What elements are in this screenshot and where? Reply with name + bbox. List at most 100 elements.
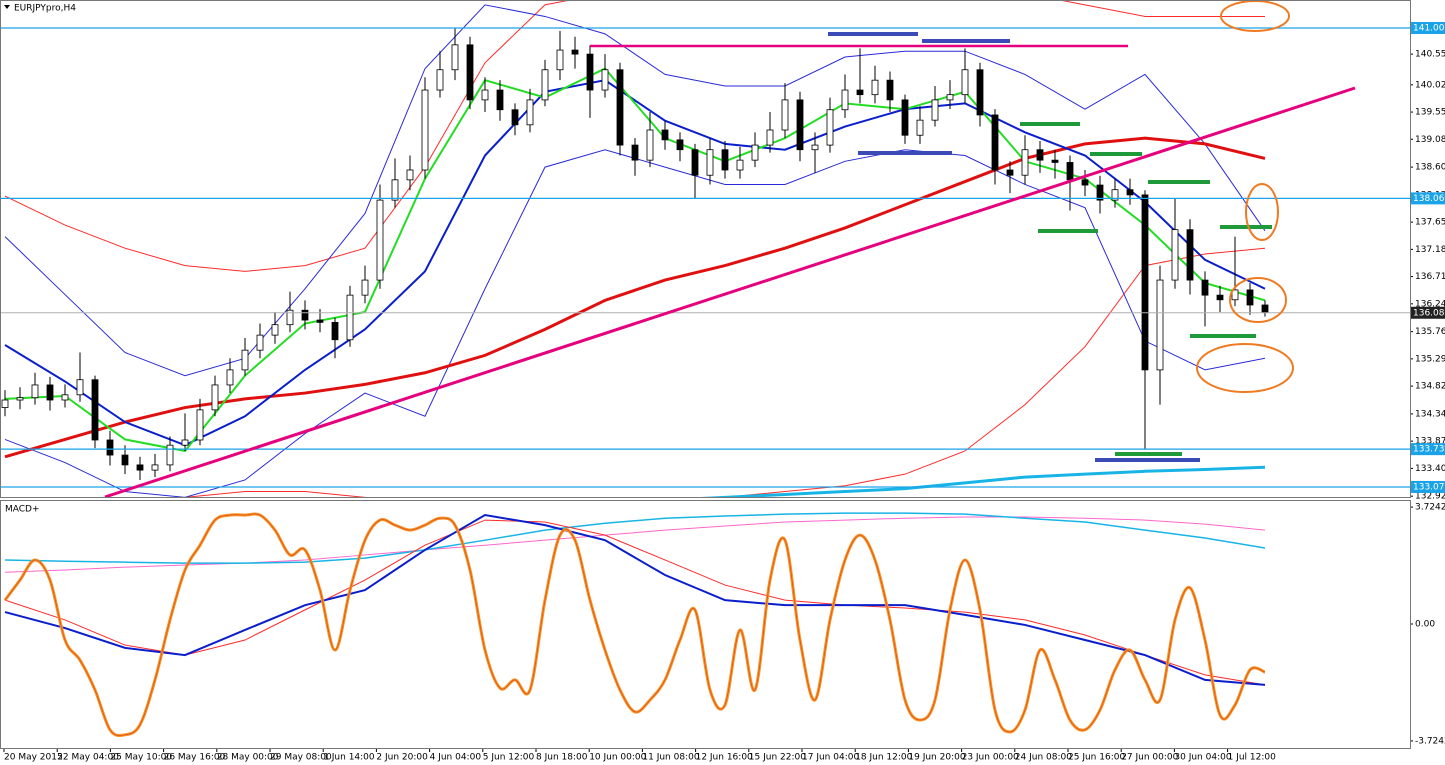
y-tick-label: 133.400 (1415, 464, 1445, 474)
y-tick-label: 136.240 (1415, 299, 1445, 309)
y-tick-label: 134.820 (1415, 382, 1445, 392)
indicator-title: MACD+ (5, 505, 40, 515)
blue-marks (828, 32, 1200, 462)
candle-body (1156, 279, 1164, 371)
candle-body (1231, 289, 1239, 301)
candle-body (481, 89, 489, 101)
annotations (104, 1, 1356, 497)
candle-body (391, 179, 399, 201)
macd-line (4, 519, 1266, 686)
menu-arrow[interactable] (4, 5, 10, 9)
candle-body (991, 114, 999, 171)
candle-body (661, 129, 669, 141)
candle-body (466, 44, 474, 101)
candle-body (211, 384, 219, 411)
y-tick-label: 137.650 (1415, 218, 1445, 228)
candle-body (361, 279, 369, 296)
x-tick-label: 20 May 2015 (4, 753, 63, 763)
indicator-line (4, 4, 1266, 377)
x-tick-label: 22 May 04:00 (57, 753, 119, 763)
level-label: 138.060 (1413, 194, 1445, 204)
y-tick-label: 140.020 (1415, 80, 1445, 90)
candle-body (106, 439, 114, 456)
candle-body (61, 394, 69, 401)
candle-body (136, 464, 144, 471)
macd-frame (0, 500, 1411, 749)
candle-body (826, 109, 834, 146)
candle-body (241, 349, 249, 371)
candle-body (286, 309, 294, 326)
candle-body (631, 144, 639, 161)
y-tick-label: 133.870 (1415, 437, 1445, 447)
macd-line (4, 512, 1266, 564)
level-label: 133.732 (1413, 445, 1445, 455)
indicator-line (183, 247, 1266, 497)
y-tick-label: 3.7242 (1415, 503, 1445, 513)
macd-line (4, 514, 1266, 686)
x-tick-label: 8 Jun 18:00 (536, 753, 588, 763)
candle-body (196, 409, 204, 441)
candle-body (76, 379, 84, 396)
indicator-line (4, 79, 1266, 447)
candle-body (721, 149, 729, 171)
x-tick-label: 15 Jun 22:00 (749, 753, 806, 763)
x-tick-label: 11 Jun 08:00 (642, 753, 699, 763)
x-tick-label: 17 Jun 04:00 (802, 753, 859, 763)
candle-body (676, 139, 684, 151)
candle-body (886, 79, 894, 101)
candle-body (946, 94, 954, 101)
y-tick-label: 137.180 (1415, 245, 1445, 255)
candle-body (556, 49, 564, 71)
highlight-ellipses (1196, 1, 1294, 393)
candle-body (766, 129, 774, 146)
x-tick-label: 29 May 08:00 (270, 753, 332, 763)
candle-body (16, 397, 24, 401)
x-tick-label: 24 Jun 08:00 (1015, 753, 1072, 763)
candle-body (811, 144, 819, 151)
x-tick-label: 28 May 00:00 (217, 753, 279, 763)
candle-body (781, 99, 789, 131)
ellipse (1229, 277, 1287, 323)
candle-body (1201, 279, 1209, 296)
candle-body (1006, 169, 1014, 176)
candle-body (1171, 229, 1179, 281)
candle-body (1096, 184, 1104, 201)
y-tick-label: -3.7242 (1415, 736, 1445, 746)
candle-body (151, 464, 159, 471)
candle-body (331, 321, 339, 341)
level-box (1410, 480, 1445, 493)
candle-body (916, 119, 924, 136)
candle-body (46, 384, 54, 401)
y-tick-label: 138.600 (1415, 163, 1445, 173)
candle-body (346, 294, 354, 341)
candle-body (586, 53, 594, 91)
y-tick-label: 135.290 (1415, 354, 1445, 364)
candle-body (1036, 149, 1044, 161)
trend-line (104, 86, 1356, 497)
x-tick-label: 4 Jun 04:00 (430, 753, 482, 763)
y-tick-label: 0.00 (1415, 620, 1435, 630)
x-tick-label: 25 Jun 16:00 (1068, 753, 1125, 763)
candle-body (1126, 189, 1134, 196)
macd-line (4, 516, 1266, 573)
candle-body (376, 199, 384, 281)
candle-body (316, 319, 324, 323)
candle-body (436, 69, 444, 91)
candle-body (931, 99, 939, 121)
candle-body (706, 149, 714, 176)
y-tick-label: 139.080 (1415, 135, 1445, 145)
candle-body (976, 69, 984, 116)
candle-body (1141, 194, 1149, 371)
x-tick-label: 1 Jun 14:00 (323, 753, 375, 763)
candle-body (301, 309, 309, 321)
ellipse (1196, 343, 1294, 393)
price-plot (1, 1, 1410, 497)
y-tick-label: 139.550 (1415, 108, 1445, 118)
candle-body (511, 109, 519, 126)
candle-body (421, 89, 429, 171)
candle-body (796, 99, 804, 151)
candle-body (751, 144, 759, 161)
candle-body (526, 99, 534, 126)
candle-body (901, 99, 909, 136)
